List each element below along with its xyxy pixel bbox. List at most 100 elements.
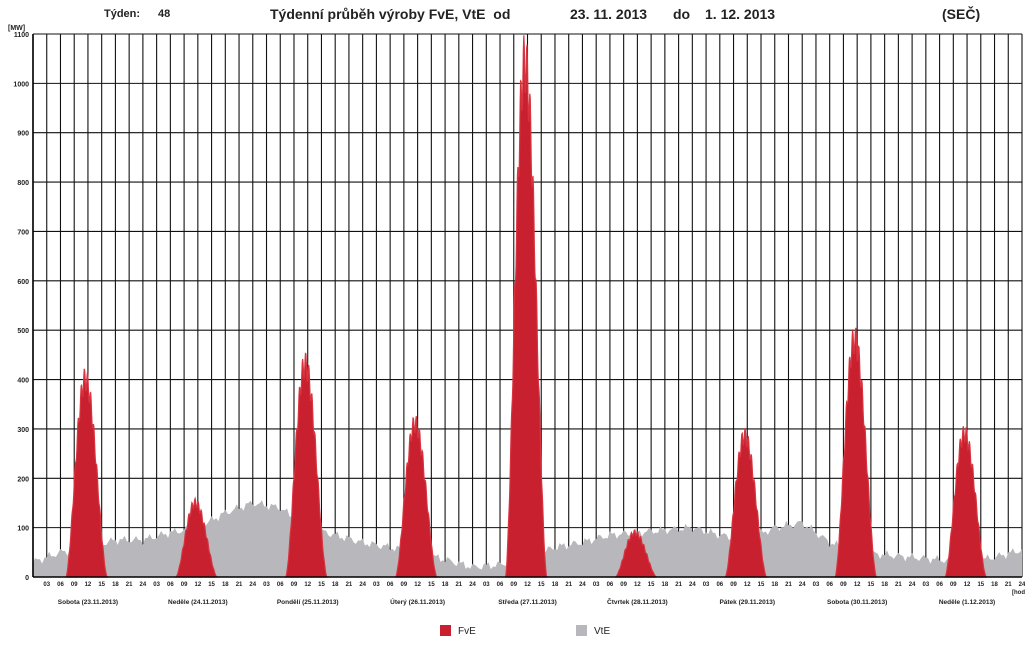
x-day-label: Neděle (1.12.2013)	[939, 599, 995, 606]
x-hour-tick: 18	[442, 582, 449, 588]
y-tick-label: 600	[17, 279, 29, 286]
x-hour-tick: 09	[950, 582, 957, 588]
x-hour-tick: 15	[318, 582, 325, 588]
x-hour-tick: 03	[593, 582, 600, 588]
y-tick-label: 400	[17, 378, 29, 385]
x-hour-tick: 21	[346, 582, 353, 588]
y-tick-label: 700	[17, 229, 29, 236]
x-hour-tick: 24	[689, 582, 696, 588]
x-hour-tick: 24	[249, 582, 256, 588]
x-hour-tick: 12	[634, 582, 641, 588]
x-hour-tick: 09	[401, 582, 408, 588]
axes: 0 100 200 300 400 500 600 700 800 900 1000 1100[MW]…	[8, 25, 1025, 606]
x-hour-tick: 12	[964, 582, 971, 588]
x-hour-tick: 15	[428, 582, 435, 588]
timezone-label: (SEČ)	[942, 6, 981, 22]
x-hour-tick: 18	[662, 582, 669, 588]
y-axis-label: [MW]	[8, 25, 25, 32]
fve-peak	[174, 496, 219, 578]
x-day-label: Úterý (26.11.2013)	[390, 597, 445, 606]
x-hour-tick: 15	[208, 582, 215, 588]
x-hour-tick: 12	[194, 582, 201, 588]
date-to-label: do	[673, 6, 691, 22]
x-hour-tick: 09	[71, 582, 78, 588]
fve-peak	[615, 529, 657, 578]
x-day-label: Neděle (24.11.2013)	[168, 599, 228, 606]
x-hour-tick: 21	[126, 582, 133, 588]
x-unit-label: [hod]	[1012, 590, 1025, 596]
x-hour-tick: 12	[85, 582, 92, 588]
x-hour-tick: 15	[868, 582, 875, 588]
y-tick-label: 1000	[13, 81, 29, 88]
x-hour-tick: 03	[483, 582, 490, 588]
x-hour-tick: 12	[304, 582, 311, 588]
fve-peak	[724, 428, 768, 578]
y-tick-label: 1100	[14, 32, 29, 39]
x-hour-tick: 21	[895, 582, 902, 588]
x-hour-tick: 09	[620, 582, 627, 588]
y-tick-label: 900	[17, 131, 29, 138]
x-day-label: Pátek (29.11.2013)	[719, 599, 775, 606]
x-hour-tick: 03	[373, 582, 380, 588]
x-hour-tick: 12	[414, 582, 421, 588]
fve-peak	[394, 416, 439, 578]
x-hour-tick: 06	[936, 582, 943, 588]
x-hour-tick: 09	[840, 582, 847, 588]
x-day-label: Čtvrtek (28.11.2013)	[607, 597, 668, 606]
x-hour-tick: 06	[497, 582, 504, 588]
x-hour-tick: 18	[112, 582, 119, 588]
date-to: 1. 12. 2013	[705, 6, 776, 22]
x-hour-tick: 03	[923, 582, 930, 588]
x-hour-tick: 06	[57, 582, 64, 588]
x-hour-tick: 18	[881, 582, 888, 588]
fve-peak	[943, 426, 988, 578]
week-number: 48	[158, 8, 171, 20]
legend-label-fve: FvE	[458, 626, 476, 637]
x-hour-tick: 21	[455, 582, 462, 588]
y-tick-label: 200	[17, 476, 29, 483]
x-hour-tick: 18	[771, 582, 778, 588]
fve-series	[65, 35, 988, 578]
x-hour-tick: 15	[98, 582, 105, 588]
x-hour-tick: 12	[854, 582, 861, 588]
legend-swatch-vte	[576, 625, 587, 636]
x-hour-tick: 24	[909, 582, 916, 588]
x-day-label: Sobota (30.11.2013)	[827, 599, 887, 606]
x-hour-tick: 21	[675, 582, 682, 588]
chart-title: Týdenní průběh výroby FvE, VtE od	[270, 6, 511, 22]
x-hour-tick: 24	[469, 582, 476, 588]
x-hour-tick: 06	[607, 582, 614, 588]
x-day-label: Sobota (23.11.2013)	[58, 599, 118, 606]
x-hour-tick: 03	[813, 582, 820, 588]
x-hour-tick: 06	[826, 582, 833, 588]
x-hour-tick: 18	[332, 582, 339, 588]
x-hour-tick: 09	[291, 582, 298, 588]
vte-area	[33, 500, 1022, 577]
x-hour-tick: 24	[579, 582, 586, 588]
y-tick-label: 500	[17, 328, 29, 335]
legend-swatch-fve	[440, 625, 451, 636]
x-hour-tick: 21	[565, 582, 572, 588]
y-tick-label: 100	[17, 526, 29, 533]
x-hour-tick: 06	[387, 582, 394, 588]
x-hour-tick: 18	[552, 582, 559, 588]
x-hour-tick: 06	[167, 582, 174, 588]
fve-peak	[65, 368, 109, 578]
vte-series	[33, 500, 1022, 577]
x-hour-tick: 09	[730, 582, 737, 588]
x-hour-tick: 09	[510, 582, 517, 588]
legend-label-vte: VtE	[594, 626, 611, 637]
x-hour-tick: 18	[991, 582, 998, 588]
x-hour-tick: 03	[43, 582, 50, 588]
x-hour-tick: 12	[744, 582, 751, 588]
x-hour-tick: 21	[785, 582, 792, 588]
x-hour-tick: 06	[277, 582, 284, 588]
x-hour-tick: 03	[703, 582, 710, 588]
x-hour-tick: 15	[538, 582, 545, 588]
x-hour-tick: 21	[236, 582, 243, 588]
x-hour-tick: 06	[716, 582, 723, 588]
x-hour-tick: 24	[1019, 582, 1025, 588]
x-hour-tick: 21	[1005, 582, 1012, 588]
fve-peak	[284, 352, 328, 578]
